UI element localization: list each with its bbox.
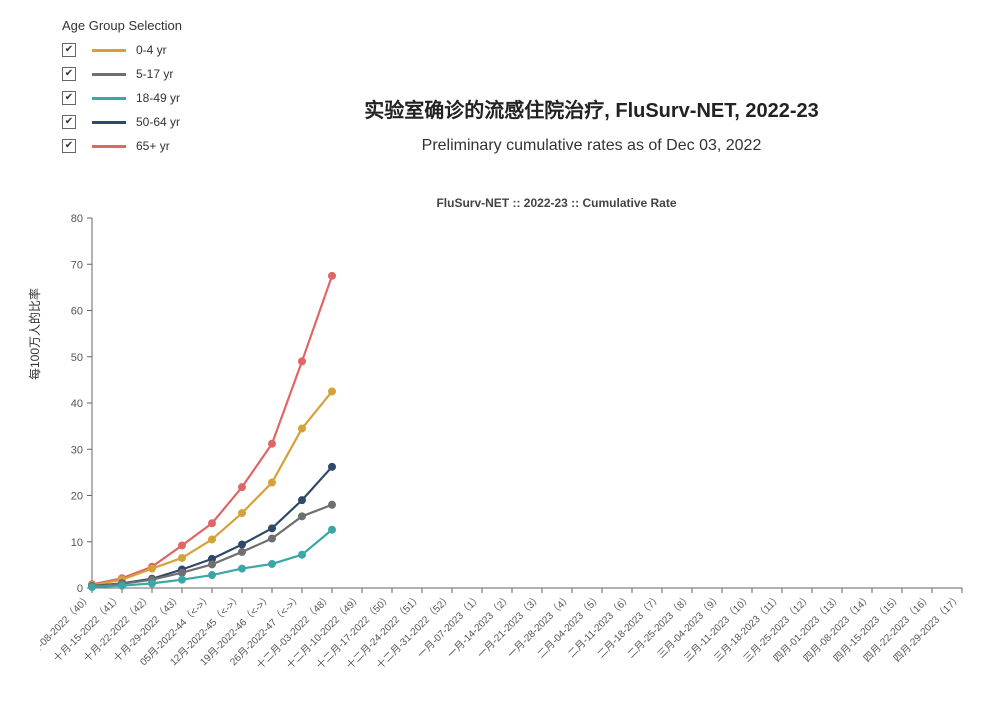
chart-title: 实验室确诊的流感住院治疗, FluSurv-NET, 2022-23 — [230, 94, 953, 123]
ytick-label: 0 — [77, 583, 83, 595]
ytick-label: 10 — [71, 537, 83, 549]
ytick-label: 20 — [71, 491, 83, 503]
legend-checkbox[interactable]: ✔ — [62, 115, 76, 129]
chart-plot: 每100万人的比率 01020304050607080十月-08-2022（40… — [40, 210, 970, 690]
legend-item-age_50_64[interactable]: ✔ 50-64 yr — [62, 111, 232, 133]
root: Age Group Selection ✔ 0-4 yr ✔ 5-17 yr ✔ 18-4… — [0, 0, 983, 706]
ytick-label: 70 — [71, 259, 83, 271]
legend-label: 50-64 yr — [136, 115, 180, 129]
legend-label: 18-49 yr — [136, 91, 180, 105]
chart-subtitle: Preliminary cumulative rates as of Dec 0… — [230, 137, 953, 155]
legend-label: 65+ yr — [136, 139, 170, 153]
chart-titles: 实验室确诊的流感住院治疗, FluSurv-NET, 2022-23 Preli… — [230, 94, 953, 155]
legend-item-age_65p[interactable]: ✔ 65+ yr — [62, 135, 232, 157]
yaxis-title: 每100万人的比率 — [26, 288, 43, 380]
legend-swatch — [92, 49, 126, 52]
ytick-label: 40 — [71, 398, 83, 410]
legend-checkbox[interactable]: ✔ — [62, 139, 76, 153]
legend-checkbox[interactable]: ✔ — [62, 43, 76, 57]
ytick-label: 30 — [71, 444, 83, 456]
legend-label: 5-17 yr — [136, 67, 173, 81]
ytick-label: 60 — [71, 306, 83, 318]
ytick-label: 80 — [71, 213, 83, 225]
legend-checkbox[interactable]: ✔ — [62, 67, 76, 81]
legend-swatch — [92, 145, 126, 148]
legend-swatch — [92, 73, 126, 76]
legend-label: 0-4 yr — [136, 43, 167, 57]
line-chart: 01020304050607080十月-08-2022（40）十月-15-202… — [40, 210, 970, 690]
legend-item-age_0_4[interactable]: ✔ 0-4 yr — [62, 39, 232, 61]
legend-title: Age Group Selection — [62, 18, 232, 33]
legend: Age Group Selection ✔ 0-4 yr ✔ 5-17 yr ✔ 18-4… — [62, 18, 232, 159]
ytick-label: 50 — [71, 352, 83, 364]
legend-item-age_5_17[interactable]: ✔ 5-17 yr — [62, 63, 232, 85]
legend-swatch — [92, 121, 126, 124]
legend-swatch — [92, 97, 126, 100]
legend-item-age_18_49[interactable]: ✔ 18-49 yr — [62, 87, 232, 109]
chart-caption: FluSurv-NET :: 2022-23 :: Cumulative Rat… — [160, 196, 953, 210]
legend-checkbox[interactable]: ✔ — [62, 91, 76, 105]
